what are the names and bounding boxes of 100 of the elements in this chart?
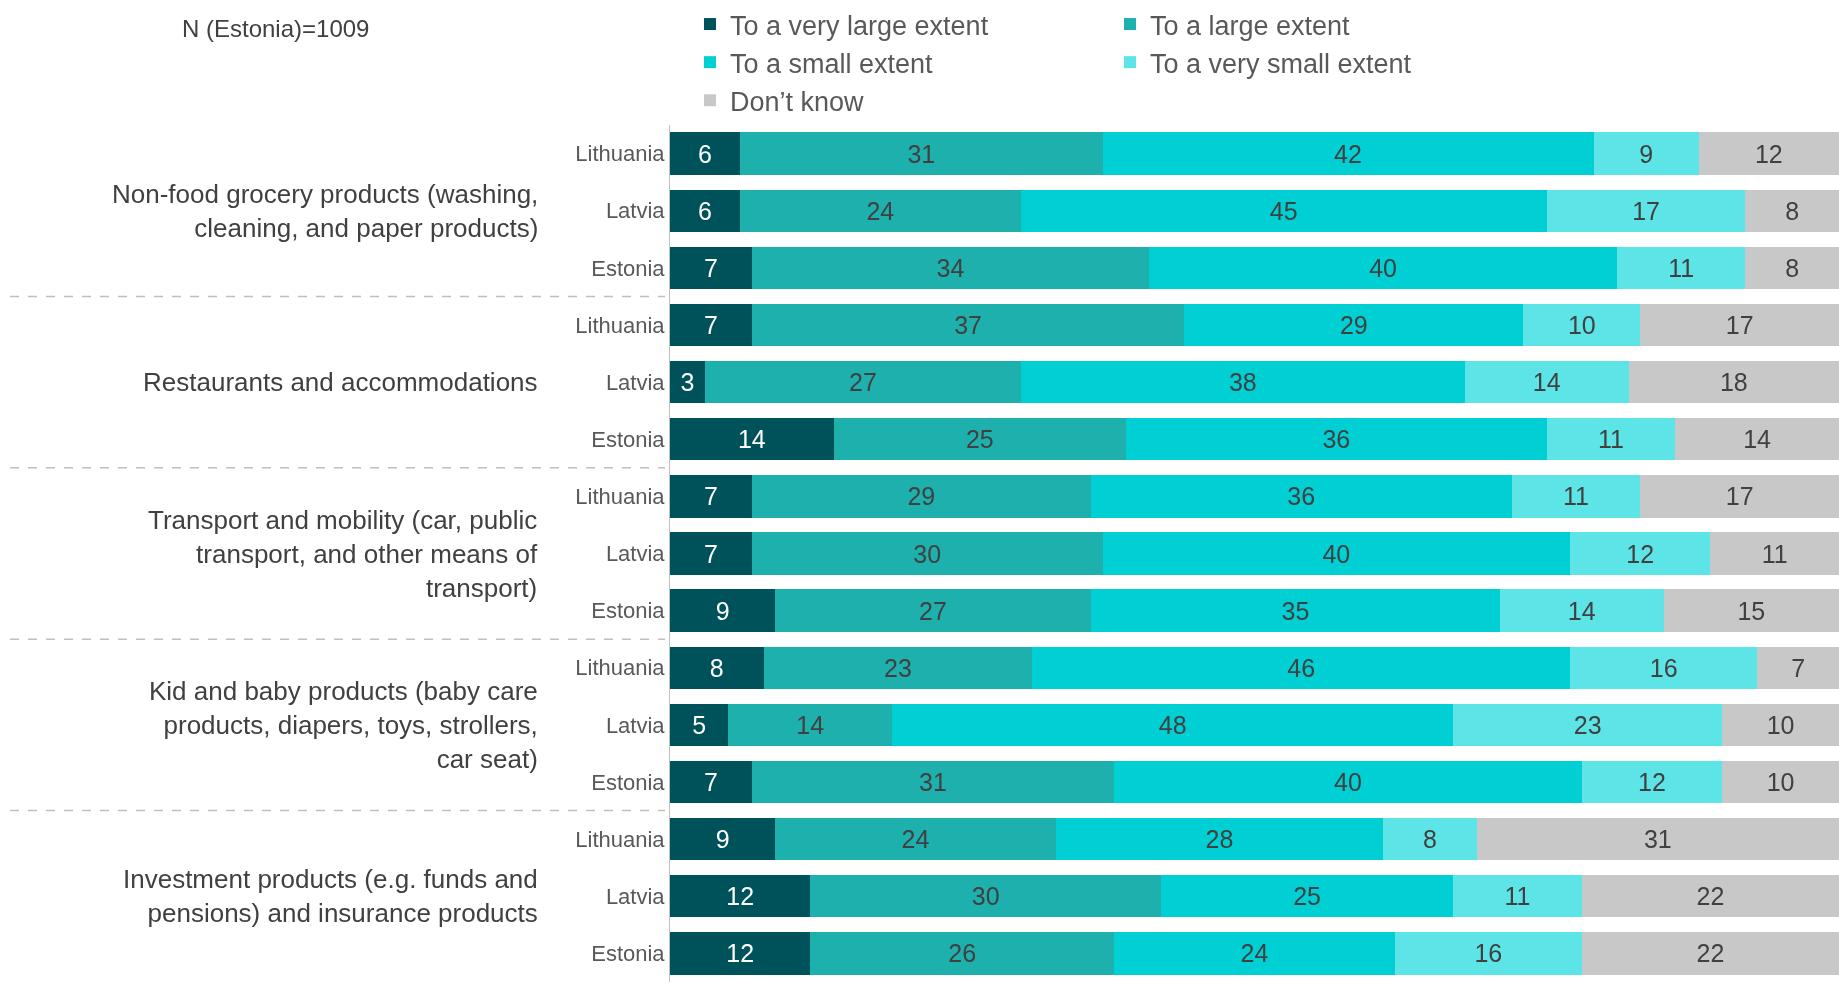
data-label: 14 xyxy=(796,710,825,739)
data-label: 36 xyxy=(1287,482,1316,511)
bar xyxy=(751,246,1150,289)
bar xyxy=(775,589,1091,632)
data-label: 23 xyxy=(884,653,912,682)
y-tick-label: Lithuania xyxy=(575,484,666,510)
bar xyxy=(1102,532,1571,575)
data-label: 22 xyxy=(1696,882,1725,911)
bar xyxy=(1640,475,1839,518)
data-label: 24 xyxy=(901,825,930,854)
bar xyxy=(670,646,764,689)
bar xyxy=(670,932,811,975)
bar xyxy=(775,818,1056,861)
y-tick-label: Estonia xyxy=(591,426,666,452)
data-label: 8 xyxy=(709,653,724,682)
bar xyxy=(751,475,1091,518)
bar xyxy=(670,132,741,175)
bar xyxy=(670,303,752,347)
data-label: 14 xyxy=(1567,596,1596,625)
bar xyxy=(1698,132,1839,175)
bar xyxy=(1640,303,1839,347)
data-label: 22 xyxy=(1696,939,1725,968)
y-tick-label: Lithuania xyxy=(575,141,666,167)
bar xyxy=(1593,132,1699,175)
bar xyxy=(1114,932,1395,975)
text: N (Estonia)=1009 xyxy=(182,15,370,42)
data-label: 17 xyxy=(1725,482,1754,511)
bar xyxy=(1581,760,1723,804)
bar xyxy=(670,760,752,804)
bar xyxy=(1125,418,1547,461)
text: Transport and mobility (car, public transport, and other means of transport) xyxy=(148,505,538,603)
bar xyxy=(1383,818,1477,861)
bar xyxy=(810,932,1115,975)
bar xyxy=(1020,360,1465,404)
bar xyxy=(1570,646,1758,689)
bar xyxy=(892,703,1454,747)
bar xyxy=(670,703,729,747)
data-label: 40 xyxy=(1369,253,1397,282)
bar xyxy=(1453,703,1723,747)
bar xyxy=(1184,303,1524,347)
data-label: 14 xyxy=(1743,425,1772,454)
bar xyxy=(1616,246,1746,289)
data-label: 45 xyxy=(1269,196,1298,225)
data-label: 12 xyxy=(726,882,755,911)
bar xyxy=(1499,589,1664,632)
bar xyxy=(1476,818,1839,861)
data-label: 16 xyxy=(1474,939,1503,968)
data-label: 14 xyxy=(737,425,766,454)
bar xyxy=(1628,360,1839,404)
bar xyxy=(1581,932,1839,975)
data-label: 40 xyxy=(1334,768,1362,797)
bar xyxy=(1160,875,1454,918)
data-label: 29 xyxy=(1339,310,1368,339)
bar xyxy=(670,246,752,289)
data-label: 14 xyxy=(1532,368,1561,397)
data-label: 7 xyxy=(1791,653,1806,682)
data-label: 38 xyxy=(1228,368,1257,397)
data-label: 8 xyxy=(1422,825,1437,854)
y-tick-label: Latvia xyxy=(605,198,666,224)
y-tick-label: Lithuania xyxy=(575,826,666,852)
data-label: 30 xyxy=(913,539,942,568)
data-label: 46 xyxy=(1287,653,1316,682)
data-label: 9 xyxy=(1639,139,1654,168)
data-label: 3 xyxy=(680,368,695,397)
text: Restaurants and accommodations xyxy=(143,367,538,397)
bar xyxy=(1570,532,1711,575)
data-label: 27 xyxy=(848,368,877,397)
data-label: 6 xyxy=(698,139,713,168)
data-label: 11 xyxy=(1598,425,1625,454)
data-label: 27 xyxy=(919,596,947,625)
data-label: 17 xyxy=(1725,310,1754,339)
bar xyxy=(1511,475,1641,518)
bar xyxy=(1464,360,1629,404)
data-label: 35 xyxy=(1281,596,1310,625)
data-label: 17 xyxy=(1632,196,1661,225)
text: Non-food grocery products (washing, cleaning, and paper products) xyxy=(112,179,539,243)
bar xyxy=(705,360,1021,404)
bar xyxy=(751,532,1103,575)
bar xyxy=(833,418,1126,461)
text: Investment products (e.g. funds and pensions) and insurance products xyxy=(123,864,538,928)
text: Kid and baby products (baby care products, diapers, toys, strollers, car seat) xyxy=(149,676,538,774)
bar xyxy=(1581,875,1839,918)
bar xyxy=(1149,246,1617,289)
data-label: 36 xyxy=(1322,425,1351,454)
bar xyxy=(1090,475,1512,518)
data-label: 24 xyxy=(1240,939,1269,968)
data-label: 7 xyxy=(703,768,718,797)
legend-label: Don’t know xyxy=(730,86,865,117)
data-label: 8 xyxy=(1785,253,1800,282)
bar xyxy=(1453,875,1582,918)
bar xyxy=(670,818,776,861)
legend-label: To a large extent xyxy=(1150,10,1351,41)
y-tick-label: Latvia xyxy=(605,712,666,738)
bar xyxy=(1757,646,1839,689)
data-label: 15 xyxy=(1737,596,1766,625)
data-label: 7 xyxy=(703,482,718,511)
bar xyxy=(1722,703,1839,747)
y-tick-label: Lithuania xyxy=(575,655,666,681)
data-label: 11 xyxy=(1668,253,1695,282)
data-label: 9 xyxy=(715,596,730,625)
